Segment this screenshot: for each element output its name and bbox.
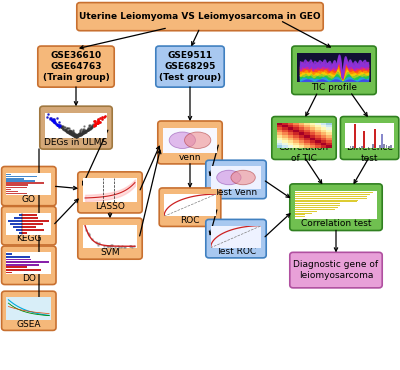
Text: Difference
test: Difference test <box>346 143 393 162</box>
Text: DO: DO <box>22 274 36 283</box>
FancyBboxPatch shape <box>290 252 382 288</box>
Text: Correlation test: Correlation test <box>301 219 371 228</box>
FancyBboxPatch shape <box>78 172 142 213</box>
Text: venn: venn <box>179 153 201 162</box>
Text: Correlation
of TIC: Correlation of TIC <box>279 143 329 162</box>
FancyBboxPatch shape <box>340 117 399 159</box>
FancyBboxPatch shape <box>156 46 224 87</box>
Text: Test Venn: Test Venn <box>214 188 258 197</box>
Text: GSEA: GSEA <box>16 320 41 329</box>
Text: GO: GO <box>22 195 36 204</box>
FancyBboxPatch shape <box>272 117 336 159</box>
Text: SVM: SVM <box>100 248 120 257</box>
FancyBboxPatch shape <box>2 246 56 285</box>
Text: GSE9511
GSE68295
(Test group): GSE9511 GSE68295 (Test group) <box>159 51 221 82</box>
FancyBboxPatch shape <box>292 46 376 94</box>
FancyBboxPatch shape <box>206 160 266 199</box>
Text: KEGG: KEGG <box>16 234 42 243</box>
Text: TIC profile: TIC profile <box>311 83 357 92</box>
FancyBboxPatch shape <box>206 219 266 258</box>
Text: ROC: ROC <box>180 216 200 225</box>
FancyBboxPatch shape <box>2 206 56 245</box>
Text: Uterine Leiomyoma VS Leiomyosarcoma in GEO: Uterine Leiomyoma VS Leiomyosarcoma in G… <box>79 12 321 21</box>
FancyBboxPatch shape <box>40 106 112 149</box>
FancyBboxPatch shape <box>290 184 382 231</box>
FancyBboxPatch shape <box>158 121 222 164</box>
Text: GSE36610
GSE64763
(Train group): GSE36610 GSE64763 (Train group) <box>43 51 109 82</box>
Text: DEGs in ULMS: DEGs in ULMS <box>44 138 108 147</box>
Text: Diagnostic gene of
leiomyosarcoma: Diagnostic gene of leiomyosarcoma <box>294 260 378 280</box>
FancyBboxPatch shape <box>2 291 56 330</box>
FancyBboxPatch shape <box>77 3 323 31</box>
FancyBboxPatch shape <box>38 46 114 87</box>
Text: Test ROC: Test ROC <box>216 247 256 256</box>
FancyBboxPatch shape <box>78 218 142 259</box>
Text: LASSO: LASSO <box>95 202 125 211</box>
FancyBboxPatch shape <box>2 166 56 206</box>
FancyBboxPatch shape <box>159 188 221 226</box>
